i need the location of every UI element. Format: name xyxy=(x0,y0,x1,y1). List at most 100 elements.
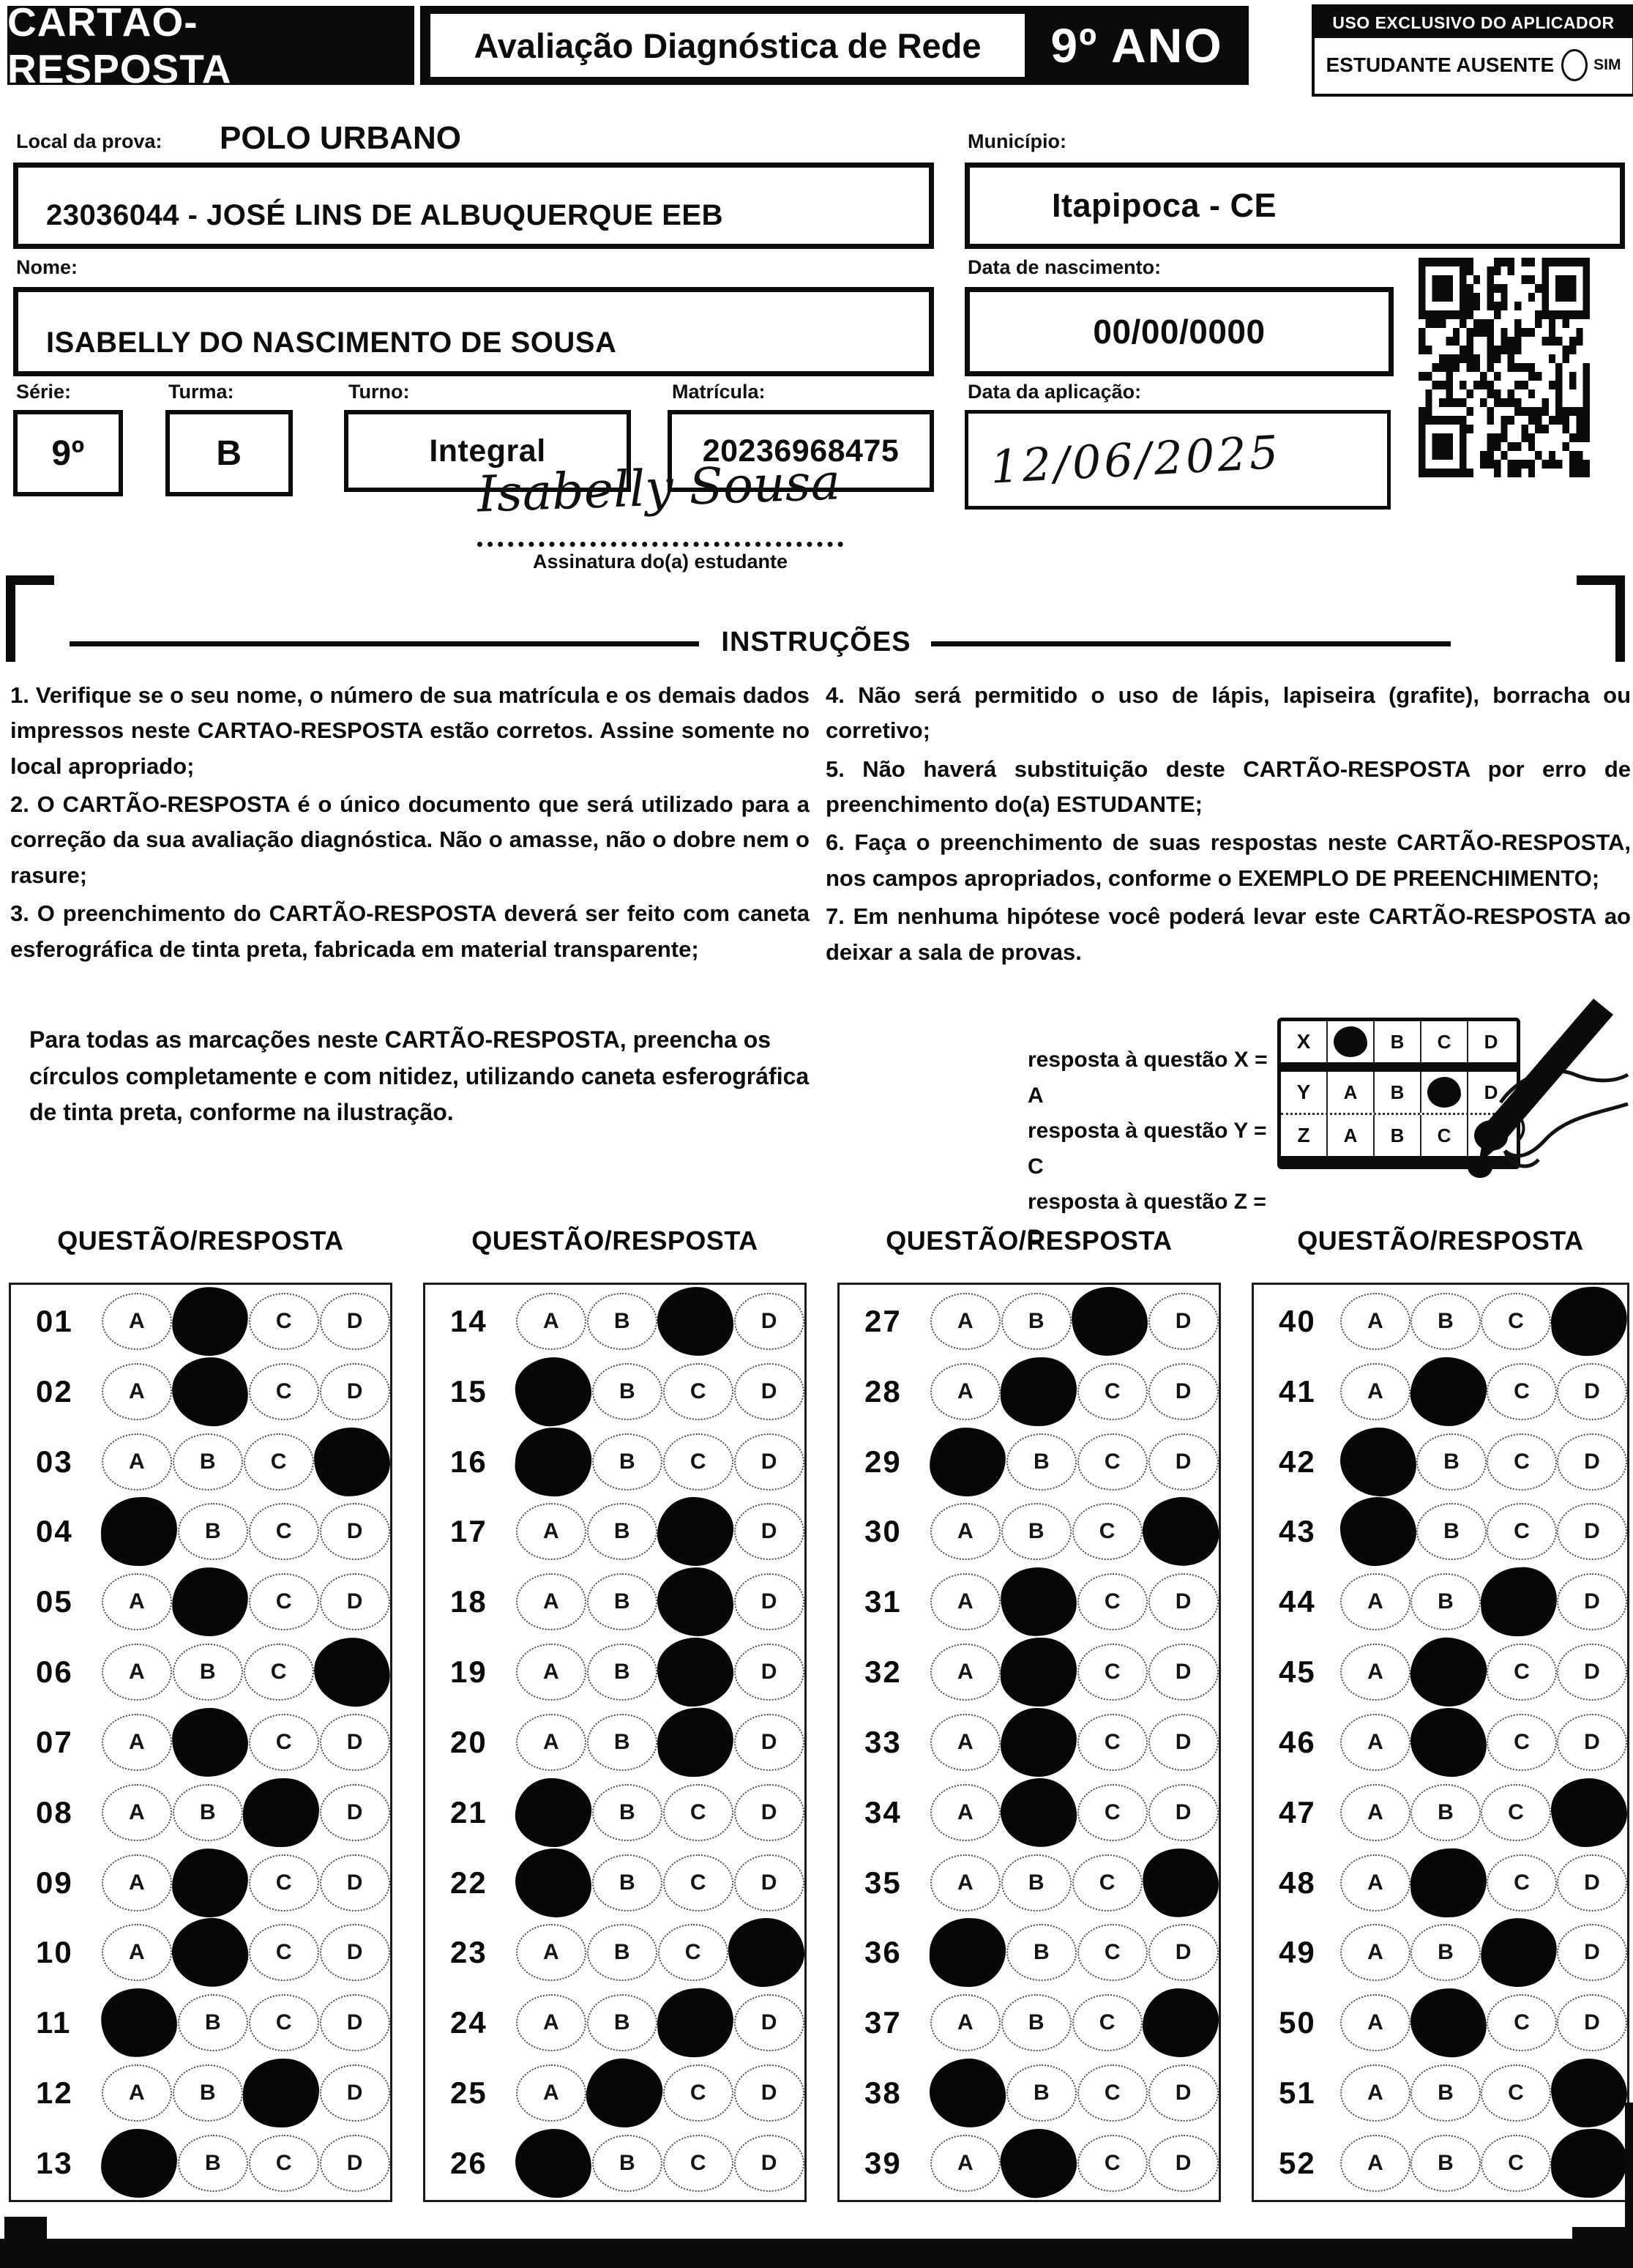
bubble-q26-c[interactable]: C xyxy=(662,2134,733,2192)
bubble-q44-c-filled[interactable] xyxy=(1479,1565,1559,1638)
bubble-q12-a[interactable]: A xyxy=(101,2064,172,2122)
bubble-q11-d[interactable]: D xyxy=(319,1994,390,2052)
bubble-q15-d[interactable]: D xyxy=(733,1362,804,1420)
bubble-q26-b[interactable]: B xyxy=(591,2134,662,2192)
bubble-q37-d-filled[interactable] xyxy=(1142,1988,1219,2058)
example-bubble-y-c[interactable] xyxy=(1420,1072,1467,1113)
bubble-q16-a-filled[interactable] xyxy=(513,1425,594,1499)
bubble-q52-d-filled[interactable] xyxy=(1550,2128,1628,2198)
bubble-q29-b[interactable]: B xyxy=(1006,1433,1077,1491)
bubble-q09-b-filled[interactable] xyxy=(171,1846,250,1919)
bubble-q22-c[interactable]: C xyxy=(662,1854,733,1911)
bubble-q10-a[interactable]: A xyxy=(101,1924,172,1982)
bubble-q13-c[interactable]: C xyxy=(248,2134,319,2192)
bubble-q19-a[interactable]: A xyxy=(515,1644,586,1701)
bubble-q48-c[interactable]: C xyxy=(1487,1854,1557,1911)
bubble-q19-b[interactable]: B xyxy=(586,1644,657,1701)
bubble-q29-c[interactable]: C xyxy=(1077,1433,1148,1491)
bubble-q12-b[interactable]: B xyxy=(172,2064,243,2122)
bubble-q08-c-filled[interactable] xyxy=(243,1778,320,1847)
bubble-q02-a[interactable]: A xyxy=(101,1362,172,1420)
absent-bubble[interactable] xyxy=(1561,49,1588,81)
bubble-q23-d-filled[interactable] xyxy=(728,1917,805,1988)
bubble-q20-c-filled[interactable] xyxy=(654,1705,736,1780)
bubble-q51-d-filled[interactable] xyxy=(1550,2058,1628,2129)
signature-line[interactable] xyxy=(477,504,843,547)
bubble-q17-a[interactable]: A xyxy=(515,1503,586,1561)
bubble-q34-b-filled[interactable] xyxy=(998,1776,1079,1849)
bubble-q32-d[interactable]: D xyxy=(1148,1644,1219,1701)
bubble-q29-d[interactable]: D xyxy=(1148,1433,1219,1491)
bubble-q49-c-filled[interactable] xyxy=(1478,1915,1560,1990)
bubble-q05-b-filled[interactable] xyxy=(170,1565,250,1638)
bubble-q33-d[interactable]: D xyxy=(1148,1713,1219,1771)
bubble-q13-a-filled[interactable] xyxy=(100,2128,179,2198)
bubble-q16-b[interactable]: B xyxy=(591,1433,662,1491)
bubble-q01-a[interactable]: A xyxy=(101,1292,172,1350)
bubble-q20-b[interactable]: B xyxy=(586,1713,657,1771)
bubble-q49-a[interactable]: A xyxy=(1340,1924,1410,1982)
bubble-q33-a[interactable]: A xyxy=(930,1713,1001,1771)
example-bubble-z-b[interactable]: B xyxy=(1373,1115,1420,1156)
bubble-q26-d[interactable]: D xyxy=(733,2134,804,2192)
bubble-q20-d[interactable]: D xyxy=(733,1713,804,1771)
bubble-q34-d[interactable]: D xyxy=(1148,1783,1219,1841)
bubble-q06-a[interactable]: A xyxy=(101,1644,172,1701)
bubble-q47-c[interactable]: C xyxy=(1481,1783,1551,1841)
bubble-q14-b[interactable]: B xyxy=(586,1292,657,1350)
bubble-q18-c-filled[interactable] xyxy=(657,1567,734,1637)
bubble-q41-a[interactable]: A xyxy=(1340,1362,1410,1420)
bubble-q47-b[interactable]: B xyxy=(1410,1783,1481,1841)
bubble-q25-b-filled[interactable] xyxy=(584,2056,665,2130)
bubble-q26-a-filled[interactable] xyxy=(514,2127,594,2199)
bubble-q03-b[interactable]: B xyxy=(172,1433,243,1491)
bubble-q32-a[interactable]: A xyxy=(930,1644,1001,1701)
bubble-q24-a[interactable]: A xyxy=(515,1994,586,2052)
bubble-q14-c-filled[interactable] xyxy=(657,1286,734,1357)
bubble-q49-d[interactable]: D xyxy=(1557,1924,1627,1982)
bubble-q24-c-filled[interactable] xyxy=(655,1986,736,2059)
bubble-q50-a[interactable]: A xyxy=(1340,1994,1410,2052)
bubble-q22-a-filled[interactable] xyxy=(515,1847,593,1918)
bubble-q37-b[interactable]: B xyxy=(1001,1994,1072,2052)
bubble-q37-a[interactable]: A xyxy=(930,1994,1001,2052)
bubble-q17-b[interactable]: B xyxy=(586,1503,657,1561)
bubble-q38-c[interactable]: C xyxy=(1077,2064,1148,2122)
bubble-q40-c[interactable]: C xyxy=(1481,1292,1551,1350)
example-bubble-z-a[interactable]: A xyxy=(1326,1115,1373,1156)
bubble-q12-d[interactable]: D xyxy=(319,2064,390,2122)
bubble-q33-c[interactable]: C xyxy=(1077,1713,1148,1771)
bubble-q31-b-filled[interactable] xyxy=(998,1565,1079,1638)
bubble-q13-d[interactable]: D xyxy=(319,2134,390,2192)
bubble-q36-b[interactable]: B xyxy=(1006,1924,1077,1982)
bubble-q43-d[interactable]: D xyxy=(1557,1503,1627,1561)
bubble-q41-c[interactable]: C xyxy=(1487,1362,1557,1420)
bubble-q16-c[interactable]: C xyxy=(662,1433,733,1491)
bubble-q42-c[interactable]: C xyxy=(1487,1433,1557,1491)
bubble-q30-d-filled[interactable] xyxy=(1140,1494,1222,1569)
bubble-q41-d[interactable]: D xyxy=(1557,1362,1627,1420)
example-bubble-x-a[interactable] xyxy=(1326,1021,1373,1062)
bubble-q21-d[interactable]: D xyxy=(733,1783,804,1841)
bubble-q47-d-filled[interactable] xyxy=(1551,1778,1627,1847)
bubble-q39-d[interactable]: D xyxy=(1148,2134,1219,2192)
example-bubble-x-c[interactable]: C xyxy=(1420,1021,1467,1062)
bubble-q08-b[interactable]: B xyxy=(172,1783,243,1841)
bubble-q44-b[interactable]: B xyxy=(1410,1573,1481,1631)
bubble-q14-a[interactable]: A xyxy=(515,1292,586,1350)
bubble-q19-d[interactable]: D xyxy=(733,1644,804,1701)
example-bubble-y-a[interactable]: A xyxy=(1326,1072,1373,1113)
bubble-q36-d[interactable]: D xyxy=(1148,1924,1219,1982)
bubble-q51-a[interactable]: A xyxy=(1340,2064,1410,2122)
bubble-q11-a-filled[interactable] xyxy=(100,1986,179,2059)
bubble-q25-d[interactable]: D xyxy=(733,2064,804,2122)
bubble-q35-b[interactable]: B xyxy=(1001,1854,1072,1911)
bubble-q31-c[interactable]: C xyxy=(1077,1573,1148,1631)
bubble-q43-a-filled[interactable] xyxy=(1339,1496,1417,1567)
bubble-q02-d[interactable]: D xyxy=(319,1362,390,1420)
bubble-q07-d[interactable]: D xyxy=(319,1713,390,1771)
bubble-q10-c[interactable]: C xyxy=(248,1924,319,1982)
bubble-q21-c[interactable]: C xyxy=(662,1783,733,1841)
bubble-q03-c[interactable]: C xyxy=(243,1433,314,1491)
bubble-q06-d-filled[interactable] xyxy=(311,1635,393,1709)
